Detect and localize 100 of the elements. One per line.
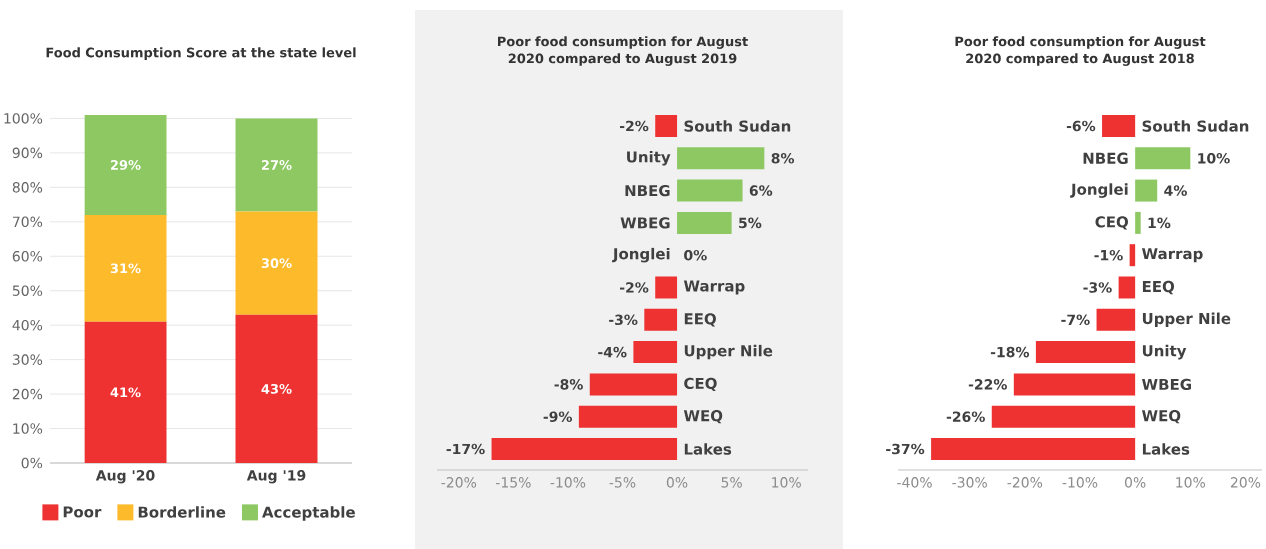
bar	[1135, 179, 1158, 202]
bar	[235, 314, 318, 463]
y-tick-label: 40%	[12, 319, 43, 331]
bar	[677, 179, 743, 202]
data-label: 30%	[261, 258, 292, 269]
x-tick-label: 0%	[1124, 477, 1146, 488]
data-label: 4%	[1164, 185, 1187, 196]
y-tick-label: Jonglei	[612, 247, 670, 263]
data-label: -9%	[543, 411, 573, 422]
bar	[235, 211, 318, 315]
chart-title: Poor food consumption for August 2020 compared to August 2019	[498, 36, 748, 66]
data-label: -2%	[620, 120, 649, 132]
y-tick-label: CEQ	[684, 377, 717, 392]
data-label: 5%	[739, 217, 762, 229]
x-tick-label: -10%	[550, 477, 586, 488]
x-tick-label: 0%	[666, 477, 688, 488]
bar	[655, 276, 678, 299]
y-tick-label: 0%	[21, 457, 43, 469]
data-label: 8%	[771, 153, 795, 164]
y-tick-label: 100%	[4, 113, 43, 124]
legend-label: Borderline	[138, 506, 226, 518]
x-tick-label: Aug '19	[246, 470, 306, 484]
y-tick-label: WEQ	[1141, 410, 1181, 424]
y-tick-label: 80%	[12, 182, 43, 193]
y-tick-label: Upper Nile	[1142, 312, 1231, 328]
data-label: 41%	[110, 387, 141, 398]
data-label: -26%	[946, 411, 985, 422]
bar	[644, 308, 678, 331]
data-label: -3%	[1083, 282, 1112, 293]
data-label: -7%	[1061, 314, 1090, 326]
bar	[235, 118, 318, 212]
data-label: 29%	[110, 160, 141, 170]
x-tick-label: -10%	[1062, 477, 1098, 488]
bar	[931, 437, 1136, 460]
bar	[491, 437, 678, 460]
y-tick-label: Lakes	[684, 443, 732, 455]
y-tick-label: CEQ	[1095, 216, 1128, 230]
bar	[1013, 373, 1136, 396]
bar	[1035, 341, 1136, 364]
x-tick-label: Aug '20	[95, 470, 155, 484]
bar	[84, 114, 167, 215]
y-tick-label: EEQ	[1142, 280, 1175, 295]
chart-title: Poor food consumption for August 2020 compared to August 2018	[955, 36, 1206, 66]
chart-title: Food Consumption Score at the state level	[46, 47, 356, 60]
bar	[633, 341, 678, 364]
bar	[677, 211, 732, 234]
y-tick-label: South Sudan	[1142, 120, 1249, 132]
bar	[1135, 211, 1141, 234]
data-label: -3%	[609, 314, 638, 326]
y-tick-label: Upper Nile	[684, 344, 773, 360]
bar	[84, 214, 167, 322]
x-tick-label: -40%	[897, 477, 932, 488]
data-label: -4%	[598, 346, 627, 358]
y-tick-label: EEQ	[684, 313, 716, 327]
y-tick-label: WBEG	[620, 217, 670, 229]
legend-label: Acceptable	[262, 506, 355, 521]
y-tick-label: 70%	[12, 216, 43, 228]
y-tick-label: 60%	[12, 250, 43, 262]
data-label: 27%	[261, 160, 292, 170]
x-tick-label: -5%	[609, 477, 636, 488]
bar	[589, 373, 678, 396]
y-tick-label: Unity	[1142, 344, 1187, 360]
data-label: 10%	[1198, 153, 1230, 164]
bar	[1096, 308, 1136, 331]
bar	[991, 405, 1136, 428]
y-tick-label: 30%	[12, 354, 43, 365]
bar	[1102, 114, 1136, 137]
data-label: -22%	[968, 379, 1007, 390]
y-tick-label: Lakes	[1142, 443, 1190, 455]
data-label: -37%	[886, 443, 925, 455]
legend-label: Poor	[63, 506, 102, 518]
bar	[84, 321, 167, 463]
data-label: 1%	[1148, 217, 1171, 229]
x-tick-label: 20%	[1230, 477, 1261, 488]
x-tick-label: 10%	[772, 477, 801, 488]
bar	[677, 147, 765, 170]
bar	[1129, 244, 1136, 267]
y-tick-label: 90%	[12, 147, 43, 159]
y-tick-label: Warrap	[683, 280, 745, 295]
y-tick-label: NBEG	[1083, 152, 1128, 164]
y-tick-label: WBEG	[1141, 378, 1191, 391]
y-tick-label: South Sudan	[684, 120, 791, 132]
x-tick-label: -30%	[952, 477, 987, 488]
bar	[655, 114, 678, 137]
y-tick-label: Jonglei	[1070, 183, 1128, 198]
y-tick-label: 10%	[13, 423, 43, 434]
bar	[1118, 276, 1136, 299]
data-label: 43%	[261, 384, 292, 394]
bar	[578, 405, 678, 428]
data-label: -6%	[1066, 120, 1096, 132]
x-tick-label: -20%	[441, 477, 477, 488]
x-tick-label: -20%	[1007, 477, 1043, 488]
data-label: -17%	[446, 443, 485, 455]
data-label: -8%	[554, 379, 583, 390]
x-tick-label: 5%	[721, 477, 742, 488]
data-label: -2%	[620, 282, 649, 293]
y-tick-label: Unity	[627, 150, 671, 166]
y-tick-label: 20%	[12, 388, 43, 400]
data-label: 6%	[749, 185, 773, 196]
data-label: 31%	[110, 263, 141, 274]
